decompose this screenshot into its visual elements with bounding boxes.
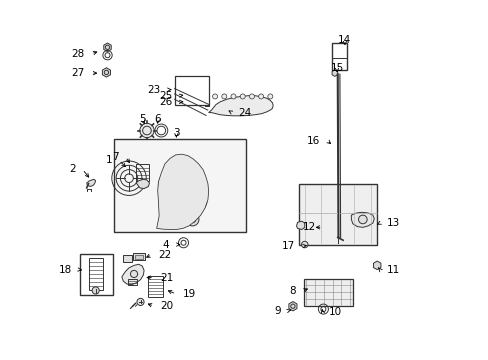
Bar (80, 253, 112, 295)
Circle shape (258, 94, 263, 99)
Text: 26: 26 (159, 97, 172, 107)
Circle shape (137, 298, 144, 306)
Text: 19: 19 (183, 289, 196, 299)
Circle shape (158, 166, 201, 209)
Circle shape (188, 193, 206, 211)
Polygon shape (351, 212, 373, 227)
Bar (113, 139, 246, 232)
Text: 20: 20 (160, 301, 173, 311)
Polygon shape (136, 179, 149, 189)
Bar (332, 42, 346, 69)
Circle shape (212, 94, 217, 99)
Circle shape (185, 213, 199, 226)
Circle shape (92, 287, 99, 294)
Bar (135, 255, 142, 259)
Text: 3: 3 (173, 129, 179, 138)
Polygon shape (156, 154, 208, 229)
Text: 11: 11 (386, 265, 399, 275)
Text: 14: 14 (338, 35, 351, 45)
Circle shape (301, 241, 307, 248)
Polygon shape (103, 43, 111, 51)
Text: 9: 9 (274, 306, 281, 316)
Text: 27: 27 (71, 68, 84, 78)
Bar (174, 76, 208, 105)
Circle shape (230, 94, 236, 99)
Bar (298, 184, 376, 244)
Polygon shape (122, 264, 144, 285)
Text: 7: 7 (112, 152, 119, 162)
Text: 17: 17 (282, 241, 295, 251)
Text: 1: 1 (106, 155, 112, 165)
Text: 13: 13 (386, 218, 399, 228)
Text: 6: 6 (154, 114, 161, 124)
Circle shape (139, 181, 145, 186)
Polygon shape (296, 221, 304, 229)
Text: 16: 16 (306, 136, 320, 145)
Text: 2: 2 (69, 164, 76, 174)
Text: 24: 24 (238, 108, 251, 118)
Text: 18: 18 (59, 265, 72, 275)
Polygon shape (373, 261, 380, 270)
Text: 21: 21 (160, 273, 173, 283)
Circle shape (240, 94, 244, 99)
Polygon shape (86, 179, 96, 186)
Bar (133, 253, 144, 260)
Bar (148, 276, 163, 297)
Circle shape (249, 94, 254, 99)
Bar (123, 255, 132, 262)
Text: 15: 15 (330, 63, 343, 73)
Circle shape (130, 270, 137, 278)
Polygon shape (208, 96, 273, 116)
Bar (128, 279, 137, 285)
Circle shape (165, 173, 194, 202)
Polygon shape (331, 70, 337, 76)
Text: 4: 4 (162, 239, 169, 249)
Text: 5: 5 (139, 114, 145, 124)
Circle shape (267, 94, 272, 99)
Text: 28: 28 (71, 49, 84, 59)
Text: 22: 22 (158, 249, 171, 260)
Circle shape (140, 123, 154, 138)
Bar (303, 279, 352, 306)
Polygon shape (102, 68, 110, 77)
Circle shape (222, 94, 226, 99)
Text: 12: 12 (303, 222, 316, 232)
Bar (88, 258, 102, 290)
Text: 8: 8 (288, 286, 295, 296)
Text: 10: 10 (328, 307, 342, 317)
Text: 23: 23 (147, 85, 161, 95)
Circle shape (358, 215, 366, 224)
Bar (136, 164, 148, 181)
Polygon shape (288, 302, 296, 311)
Text: 25: 25 (159, 91, 172, 101)
